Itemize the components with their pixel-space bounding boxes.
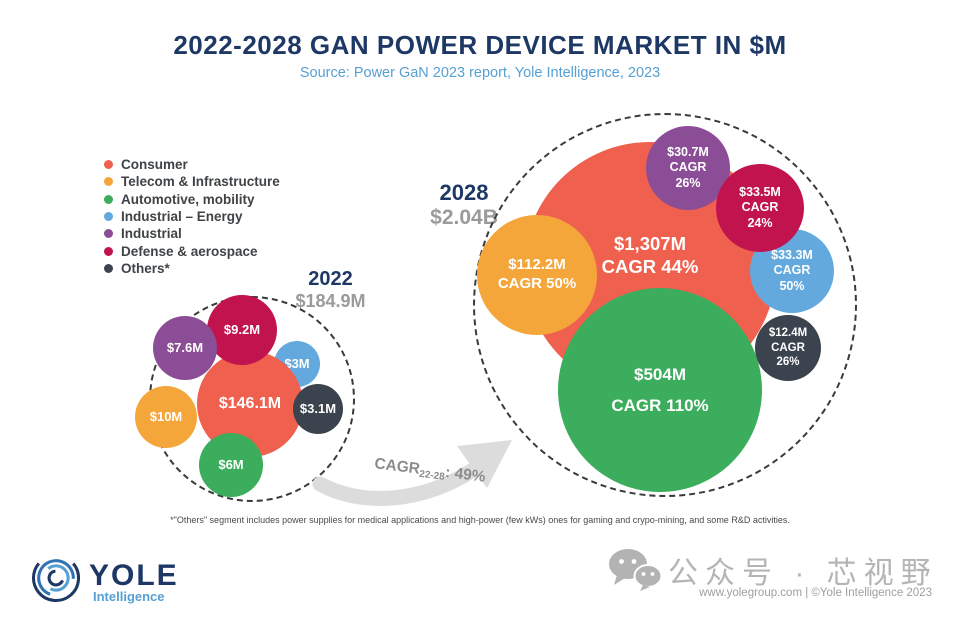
footnote: *"Others" segment includes power supplie… <box>170 515 790 525</box>
page-title: 2022-2028 GAN POWER DEVICE MARKET IN $M <box>173 30 787 60</box>
legend-dot-icon <box>104 177 113 187</box>
bubble-cagr: CAGR 26% <box>669 160 707 190</box>
bubble-value: $7.6M <box>166 339 204 355</box>
yole-logo-subtext: Intelligence <box>93 589 165 604</box>
total-2028: $2.04B <box>430 206 498 229</box>
legend: Consumer Telecom & Infrastructure Automo… <box>104 156 280 277</box>
total-2022: $184.9M <box>295 291 366 311</box>
wechat-icon <box>609 549 663 591</box>
bubble-2028-telecom: $112.2M CAGR 50% <box>477 215 597 335</box>
growth-arrow-icon <box>312 440 512 506</box>
legend-dot-icon <box>104 246 113 256</box>
legend-dot-icon <box>104 229 113 239</box>
bubble-2028-defense: $33.5M CAGR 24% <box>716 164 804 252</box>
legend-dot-icon <box>104 194 113 204</box>
legend-item-industrial-energy: Industrial – Energy <box>104 208 280 225</box>
bubble-2028-industrial: $30.7M CAGR 26% <box>646 126 730 210</box>
cluster-label-2028: 2028 $2.04B <box>413 180 515 230</box>
legend-label: Automotive, mobility <box>121 191 255 207</box>
watermark-account-name: 公众号 · 芯视野 <box>668 557 938 590</box>
bubble-value: $6M <box>218 456 244 472</box>
legend-label: Others* <box>121 260 170 276</box>
legend-item-defense: Defense & aerospace <box>104 242 280 259</box>
legend-item-automotive: Automotive, mobility <box>104 191 280 208</box>
watermark-url: www.yolegroup.com | ©Yole Intelligence 2… <box>699 587 932 599</box>
yole-logo-icon <box>31 553 81 603</box>
bubble-value: $146.1M <box>218 395 282 412</box>
legend-label: Defense & aerospace <box>121 243 258 259</box>
legend-label: Industrial <box>121 226 182 242</box>
bubble-value: $3.1M <box>299 400 337 416</box>
legend-label: Consumer <box>121 157 188 173</box>
bubble-2022-telecom: $10M <box>135 386 197 448</box>
bubble-2022-others: $3.1M <box>293 384 343 434</box>
legend-item-telecom: Telecom & Infrastructure <box>104 173 280 190</box>
cagr-value: : 49% <box>444 463 487 486</box>
bubble-value: $9.2M <box>223 321 261 337</box>
bubble-cagr: CAGR 50% <box>497 275 577 292</box>
bubble-value: $33.3M <box>771 247 813 262</box>
bubble-2028-others: $12.4M CAGR 26% <box>755 315 821 381</box>
bubble-value: $112.2M <box>508 256 566 274</box>
bubble-value: $10M <box>149 408 183 424</box>
legend-dot-icon <box>104 160 113 170</box>
legend-label: Industrial – Energy <box>121 209 243 225</box>
legend-item-industrial: Industrial <box>104 225 280 242</box>
legend-dot-icon <box>104 212 113 222</box>
bubble-cagr: CAGR 110% <box>611 395 709 415</box>
bubble-value: $3M <box>284 355 310 371</box>
year-2028: 2028 <box>439 180 489 205</box>
bubble-cagr: CAGR 24% <box>741 200 779 230</box>
bubble-2022-automotive: $6M <box>199 433 263 497</box>
legend-dot-icon <box>104 263 113 273</box>
bubble-value: $12.4M <box>768 327 808 340</box>
bubble-cagr: CAGR 50% <box>773 263 811 293</box>
bubble-value: $30.7M <box>667 144 709 159</box>
legend-item-others: Others* <box>104 260 280 277</box>
bubble-value: $1,307M <box>613 232 686 254</box>
bubble-2022-defense: $9.2M <box>207 295 277 365</box>
cluster-label-2022: 2022 $184.9M <box>288 268 373 312</box>
bubble-cagr: CAGR 44% <box>601 256 699 277</box>
yole-logo-text: YOLE <box>89 559 179 592</box>
year-2022: 2022 <box>308 268 353 290</box>
cluster-outline-2028 <box>473 113 857 497</box>
bubble-2022-industrial: $7.6M <box>153 316 217 380</box>
source-subtitle: Source: Power GaN 2023 report, Yole Inte… <box>299 65 661 81</box>
bubble-2028-automotive: $504M CAGR 110% <box>558 288 762 492</box>
bubble-cagr: CAGR 26% <box>771 341 805 369</box>
bubble-value: $33.5M <box>739 184 781 199</box>
legend-label: Telecom & Infrastructure <box>121 174 280 190</box>
bubble-value: $504M <box>634 365 686 385</box>
legend-item-consumer: Consumer <box>104 156 280 173</box>
